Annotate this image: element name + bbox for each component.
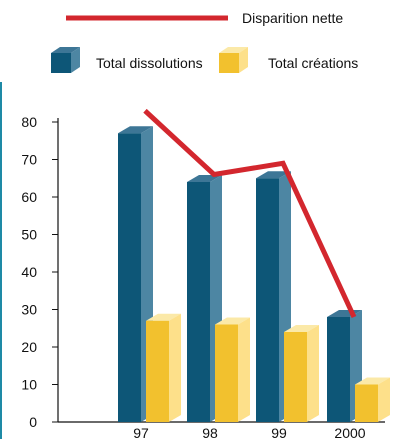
y-axis-ticks: 0 10 20 30 40 50 60 70 80 [21,114,58,430]
bar-total-dissolutions-99-top [256,171,291,179]
bar-total-creations-2000-top [355,377,390,385]
y-tick-label: 50 [21,227,37,243]
bar-total-creations-98-top [215,317,250,325]
legend-swatch-front [51,53,71,73]
y-tick-label: 10 [21,377,37,393]
y-tick-label: 80 [21,114,37,130]
y-tick-label: 0 [29,414,37,430]
x-tick-label: 97 [133,425,149,439]
bar-total-dissolutions-97-top [118,126,153,134]
legend-swatch-side [239,47,248,73]
y-tick-label: 60 [21,189,37,205]
bar-total-creations-99-side [307,325,319,422]
bar-total-creations-99 [284,325,319,422]
bar-total-creations-98-front [215,324,238,422]
legend-swatch-top [219,47,248,53]
bar-total-creations-99-front [284,332,307,422]
x-tick-label: 98 [202,425,218,439]
legend-swatch-top [51,47,80,53]
legend-label-total-creations: Total créations [268,55,358,71]
bar-total-creations-98-side [238,317,250,422]
series-line-disparition-nette [143,108,357,319]
y-tick-label: 40 [21,264,37,280]
bar-total-dissolutions-2000-front [327,317,350,422]
bar-total-creations-98 [215,317,250,422]
legend-swatch-side [71,47,80,73]
left-frame-line [0,82,2,439]
x-axis-labels: 97 98 99 2000 [133,425,366,439]
legend-swatch-total-dissolutions [51,47,80,73]
bar-total-creations-2000 [355,377,390,422]
legend: Disparition nette Total dissolutions Tot… [51,10,358,73]
legend-swatch-total-creations [219,47,248,73]
y-tick-label: 70 [21,152,37,168]
bar-total-dissolutions-98-front [187,182,210,422]
bars [118,126,390,422]
legend-label-disparition-nette: Disparition nette [242,10,343,26]
bar-total-creations-97-side [169,313,181,422]
bar-total-creations-97 [146,313,181,422]
bar-total-dissolutions-99-front [256,178,279,422]
x-tick-label: 99 [271,425,287,439]
bar-total-dissolutions-97-front [118,133,141,422]
y-tick-label: 20 [21,339,37,355]
bar-total-creations-2000-front [355,384,378,422]
bar-total-creations-97-front [146,320,169,422]
bar-total-creations-99-top [284,325,319,332]
legend-label-total-dissolutions: Total dissolutions [96,55,203,71]
y-tick-label: 30 [21,302,37,318]
x-tick-label: 2000 [334,425,365,439]
bar-total-creations-97-top [146,313,181,321]
legend-swatch-front [219,53,239,73]
bar-total-creations-2000-side [378,377,390,422]
